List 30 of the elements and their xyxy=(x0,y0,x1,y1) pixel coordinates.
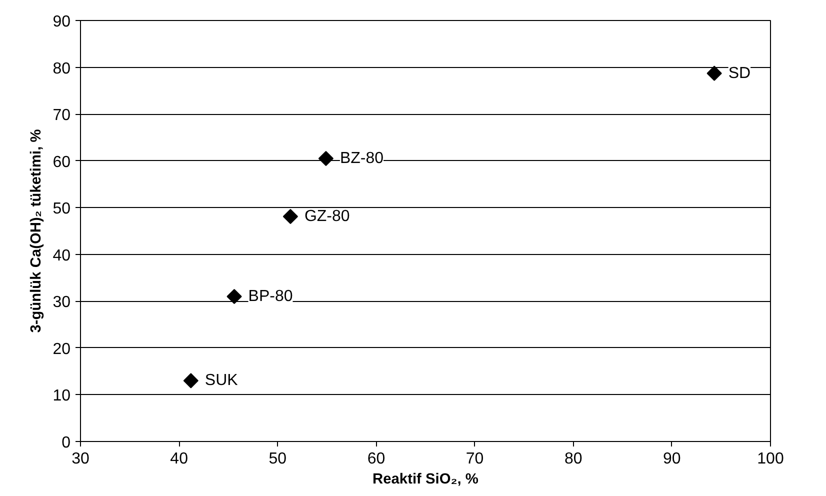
y-tick-label: 70 xyxy=(52,107,71,124)
x-tick-label: 80 xyxy=(564,450,582,468)
y-tick-label: 90 xyxy=(52,14,71,30)
y-axis-title: 3-günlük Ca(OH)₂ tüketimi, % xyxy=(28,129,45,333)
x-tick-label: 60 xyxy=(367,450,386,468)
x-tick-label: 40 xyxy=(170,450,188,468)
y-tick-label: 10 xyxy=(52,388,71,405)
annotation: SD xyxy=(728,64,751,82)
point xyxy=(226,288,242,304)
annotation: GZ-80 xyxy=(304,208,350,225)
point xyxy=(706,66,722,81)
annotation: BZ-80 xyxy=(340,150,384,167)
point xyxy=(318,150,334,166)
y-tick-label: 40 xyxy=(52,247,71,264)
x-axis-title: Reaktif SiO₂, % xyxy=(372,472,478,488)
x-tick-label: 70 xyxy=(466,450,484,468)
point xyxy=(183,373,198,388)
y-tick-label: 50 xyxy=(52,200,71,218)
annotation: BP-80 xyxy=(248,288,293,305)
x-tick-label: 90 xyxy=(663,450,681,468)
x-tick-label: 100 xyxy=(757,450,784,468)
point xyxy=(282,208,298,224)
x-tick-label: 50 xyxy=(268,450,287,468)
annotation: SUK xyxy=(204,372,238,390)
y-tick-label: 80 xyxy=(52,60,71,78)
y-tick-label: 30 xyxy=(52,294,71,312)
y-tick-label: 60 xyxy=(52,154,71,171)
y-tick-label: 0 xyxy=(62,434,71,452)
x-tick-label: 30 xyxy=(72,450,90,468)
y-tick-label: 20 xyxy=(52,340,71,358)
